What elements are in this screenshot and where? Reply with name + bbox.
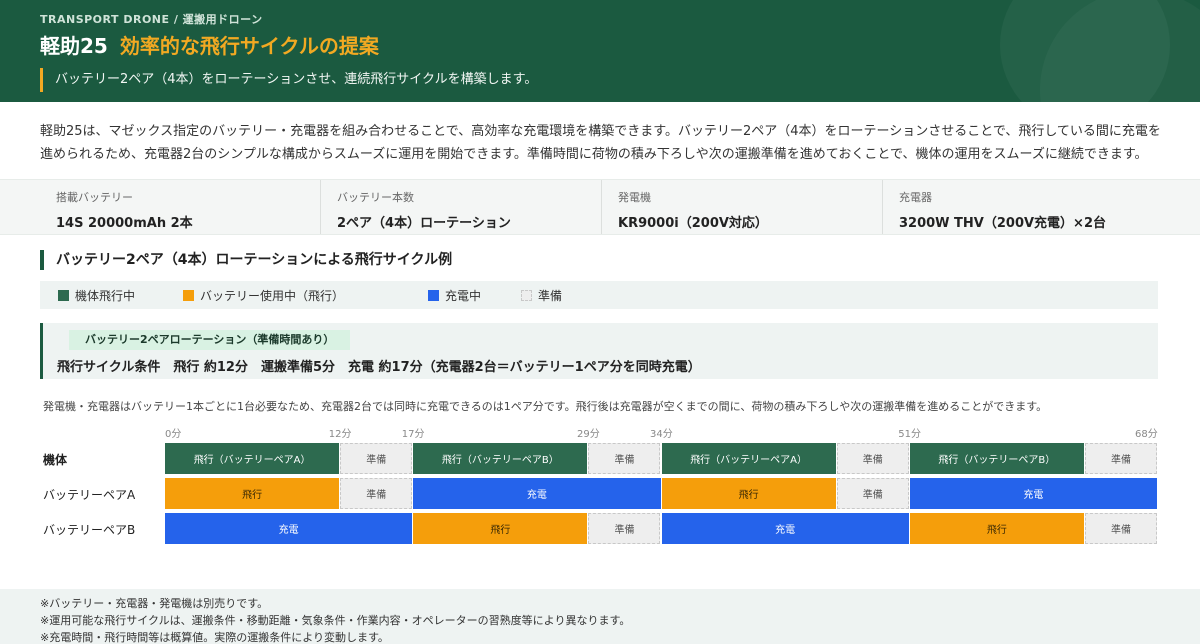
spec-battery: 搭載バッテリー 14S 20000mAh 2本 (0, 180, 321, 234)
spec-label: 発電機 (618, 191, 651, 204)
model-name: 軽助25 (40, 34, 108, 58)
spec-label: 充電器 (899, 191, 932, 204)
timeline-segment-use: 飛行 (909, 513, 1084, 544)
cycle-timeline: 0分 12分 17分 29分 34分 51分 68分 機体 飛行（バッテリーペアA） 準備 飛行（バ… (0, 425, 1200, 555)
legend-item-charging: 充電中 (428, 287, 481, 304)
legend-label: 充電中 (445, 288, 482, 303)
header-decoration (1000, 0, 1170, 102)
timeline-segment-charge: 充電 (909, 478, 1157, 509)
timeline-row-label: バッテリーペアB (43, 523, 136, 537)
timeline-tick-label: 12分 (328, 429, 352, 440)
timeline-segment-use: 飛行 (165, 478, 340, 509)
footer-note: ※バッテリー・充電器・発電機は別売りです。 (40, 597, 269, 610)
condition-badge: バッテリー2ペアローテーション（準備時間あり） (69, 330, 351, 350)
spec-generator: 発電機 KR9000i（200V対応） (602, 180, 883, 234)
timeline-segment-flight: 飛行（バッテリーペアA） (661, 443, 836, 474)
legend-swatch (58, 289, 69, 301)
timeline-note: 発電機・充電器はバッテリー1本ごとに1台必要なため、充電器2台では同時に充電でき… (43, 400, 1048, 413)
spec-label: バッテリー本数 (337, 191, 414, 204)
intro-paragraph: 軽助25は、マゼックス指定のバッテリー・充電器を組み合わせることで、高効率な充電… (40, 124, 1161, 162)
timeline-tick-label: 29分 (576, 429, 600, 440)
footer-notes: ※バッテリー・充電器・発電機は別売りです。 ※運用可能な飛行サイクルは、運搬条件… (0, 589, 1200, 644)
legend-swatch (521, 289, 533, 301)
timeline-segment-charge: 充電 (413, 478, 661, 509)
spec-value: 3200W THV（200V充電）×2台 (899, 216, 1106, 231)
timeline-tick-label: 51分 (898, 429, 921, 440)
timeline-tick-label: 34分 (650, 429, 673, 440)
legend-item-flight: 機体飛行中 (58, 287, 135, 304)
spec-battery-count: バッテリー本数 2ペア（4本）ローテーション (321, 180, 602, 234)
page-header: TRANSPORT DRONE / 運搬用ドローン 軽助25 効率的な飛行サイクル… (0, 0, 1200, 102)
timeline-segment-use: 飛行 (661, 478, 836, 509)
timeline-segment-prep: 準備 (340, 443, 413, 474)
spec-label: 搭載バッテリー (56, 191, 133, 204)
timeline-tick-label: 17分 (401, 429, 425, 440)
timeline-segment-prep: 準備 (836, 443, 909, 474)
timeline-segment-prep: 準備 (1084, 513, 1157, 544)
spec-charger: 充電器 3200W THV（200V充電）×2台 (883, 180, 1200, 234)
timeline-segment-charge: 充電 (661, 513, 909, 544)
eyebrow-label: TRANSPORT DRONE / 運搬用ドローン (40, 13, 263, 26)
legend-label: 機体飛行中 (75, 288, 136, 303)
timeline-segment-flight: 飛行（バッテリーペアA） (165, 443, 340, 474)
legend-item-prep: 準備 (521, 287, 562, 304)
timeline-segment-charge: 充電 (165, 513, 413, 544)
legend-item-battery-use: バッテリー使用中（飛行） (183, 287, 344, 304)
timeline-tick-label: 68分 (1135, 429, 1158, 440)
timeline-row-label: バッテリーペアA (43, 488, 136, 502)
spec-value: KR9000i（200V対応） (618, 216, 768, 231)
timeline-tick-label: 0分 (165, 429, 182, 440)
timeline-segment-flight: 飛行（バッテリーペアB） (413, 443, 588, 474)
timeline-segment-prep: 準備 (340, 478, 413, 509)
condition-text: 飛行サイクル条件 飛行 約12分 運搬準備5分 充電 約17分（充電器2台＝バッ… (57, 360, 701, 375)
timeline-segment-prep: 準備 (836, 478, 909, 509)
legend: 機体飛行中 バッテリー使用中（飛行） 充電中 準備 (40, 281, 1158, 309)
page-title: 軽助25 効率的な飛行サイクルの提案 (40, 30, 379, 59)
timeline-segment-prep: 準備 (588, 443, 661, 474)
header-subtitle: バッテリー2ペア（4本）をローテーションさせ、連続飛行サイクルを構築します。 (40, 68, 537, 92)
timeline-segment-flight: 飛行（バッテリーペアB） (909, 443, 1084, 474)
headline: 効率的な飛行サイクルの提案 (119, 34, 379, 58)
legend-label: バッテリー使用中（飛行） (200, 288, 345, 303)
timeline-segment-prep: 準備 (588, 513, 661, 544)
legend-swatch (183, 289, 195, 301)
footer-note: ※運用可能な飛行サイクルは、運搬条件・移動距離・気象条件・作業内容・オペレーター… (40, 614, 631, 627)
spec-value: 2ペア（4本）ローテーション (337, 216, 511, 231)
condition-box: バッテリー2ペアローテーション（準備時間あり） 飛行サイクル条件 飛行 約12分… (40, 323, 1158, 379)
spec-bar: 搭載バッテリー 14S 20000mAh 2本 バッテリー本数 2ペア（4本）ロ… (0, 179, 1200, 235)
timeline-segment-prep: 準備 (1084, 443, 1157, 474)
timeline-segment-use: 飛行 (413, 513, 588, 544)
timeline-row-label: 機体 (43, 453, 68, 467)
legend-label: 準備 (538, 288, 563, 303)
section-title: バッテリー2ペア（4本）ローテーションによる飛行サイクル例 (40, 250, 452, 270)
spec-value: 14S 20000mAh 2本 (56, 216, 193, 231)
legend-swatch (428, 289, 440, 301)
footer-note: ※充電時間・飛行時間等は概算値。実際の運搬条件により変動します。 (40, 631, 389, 644)
